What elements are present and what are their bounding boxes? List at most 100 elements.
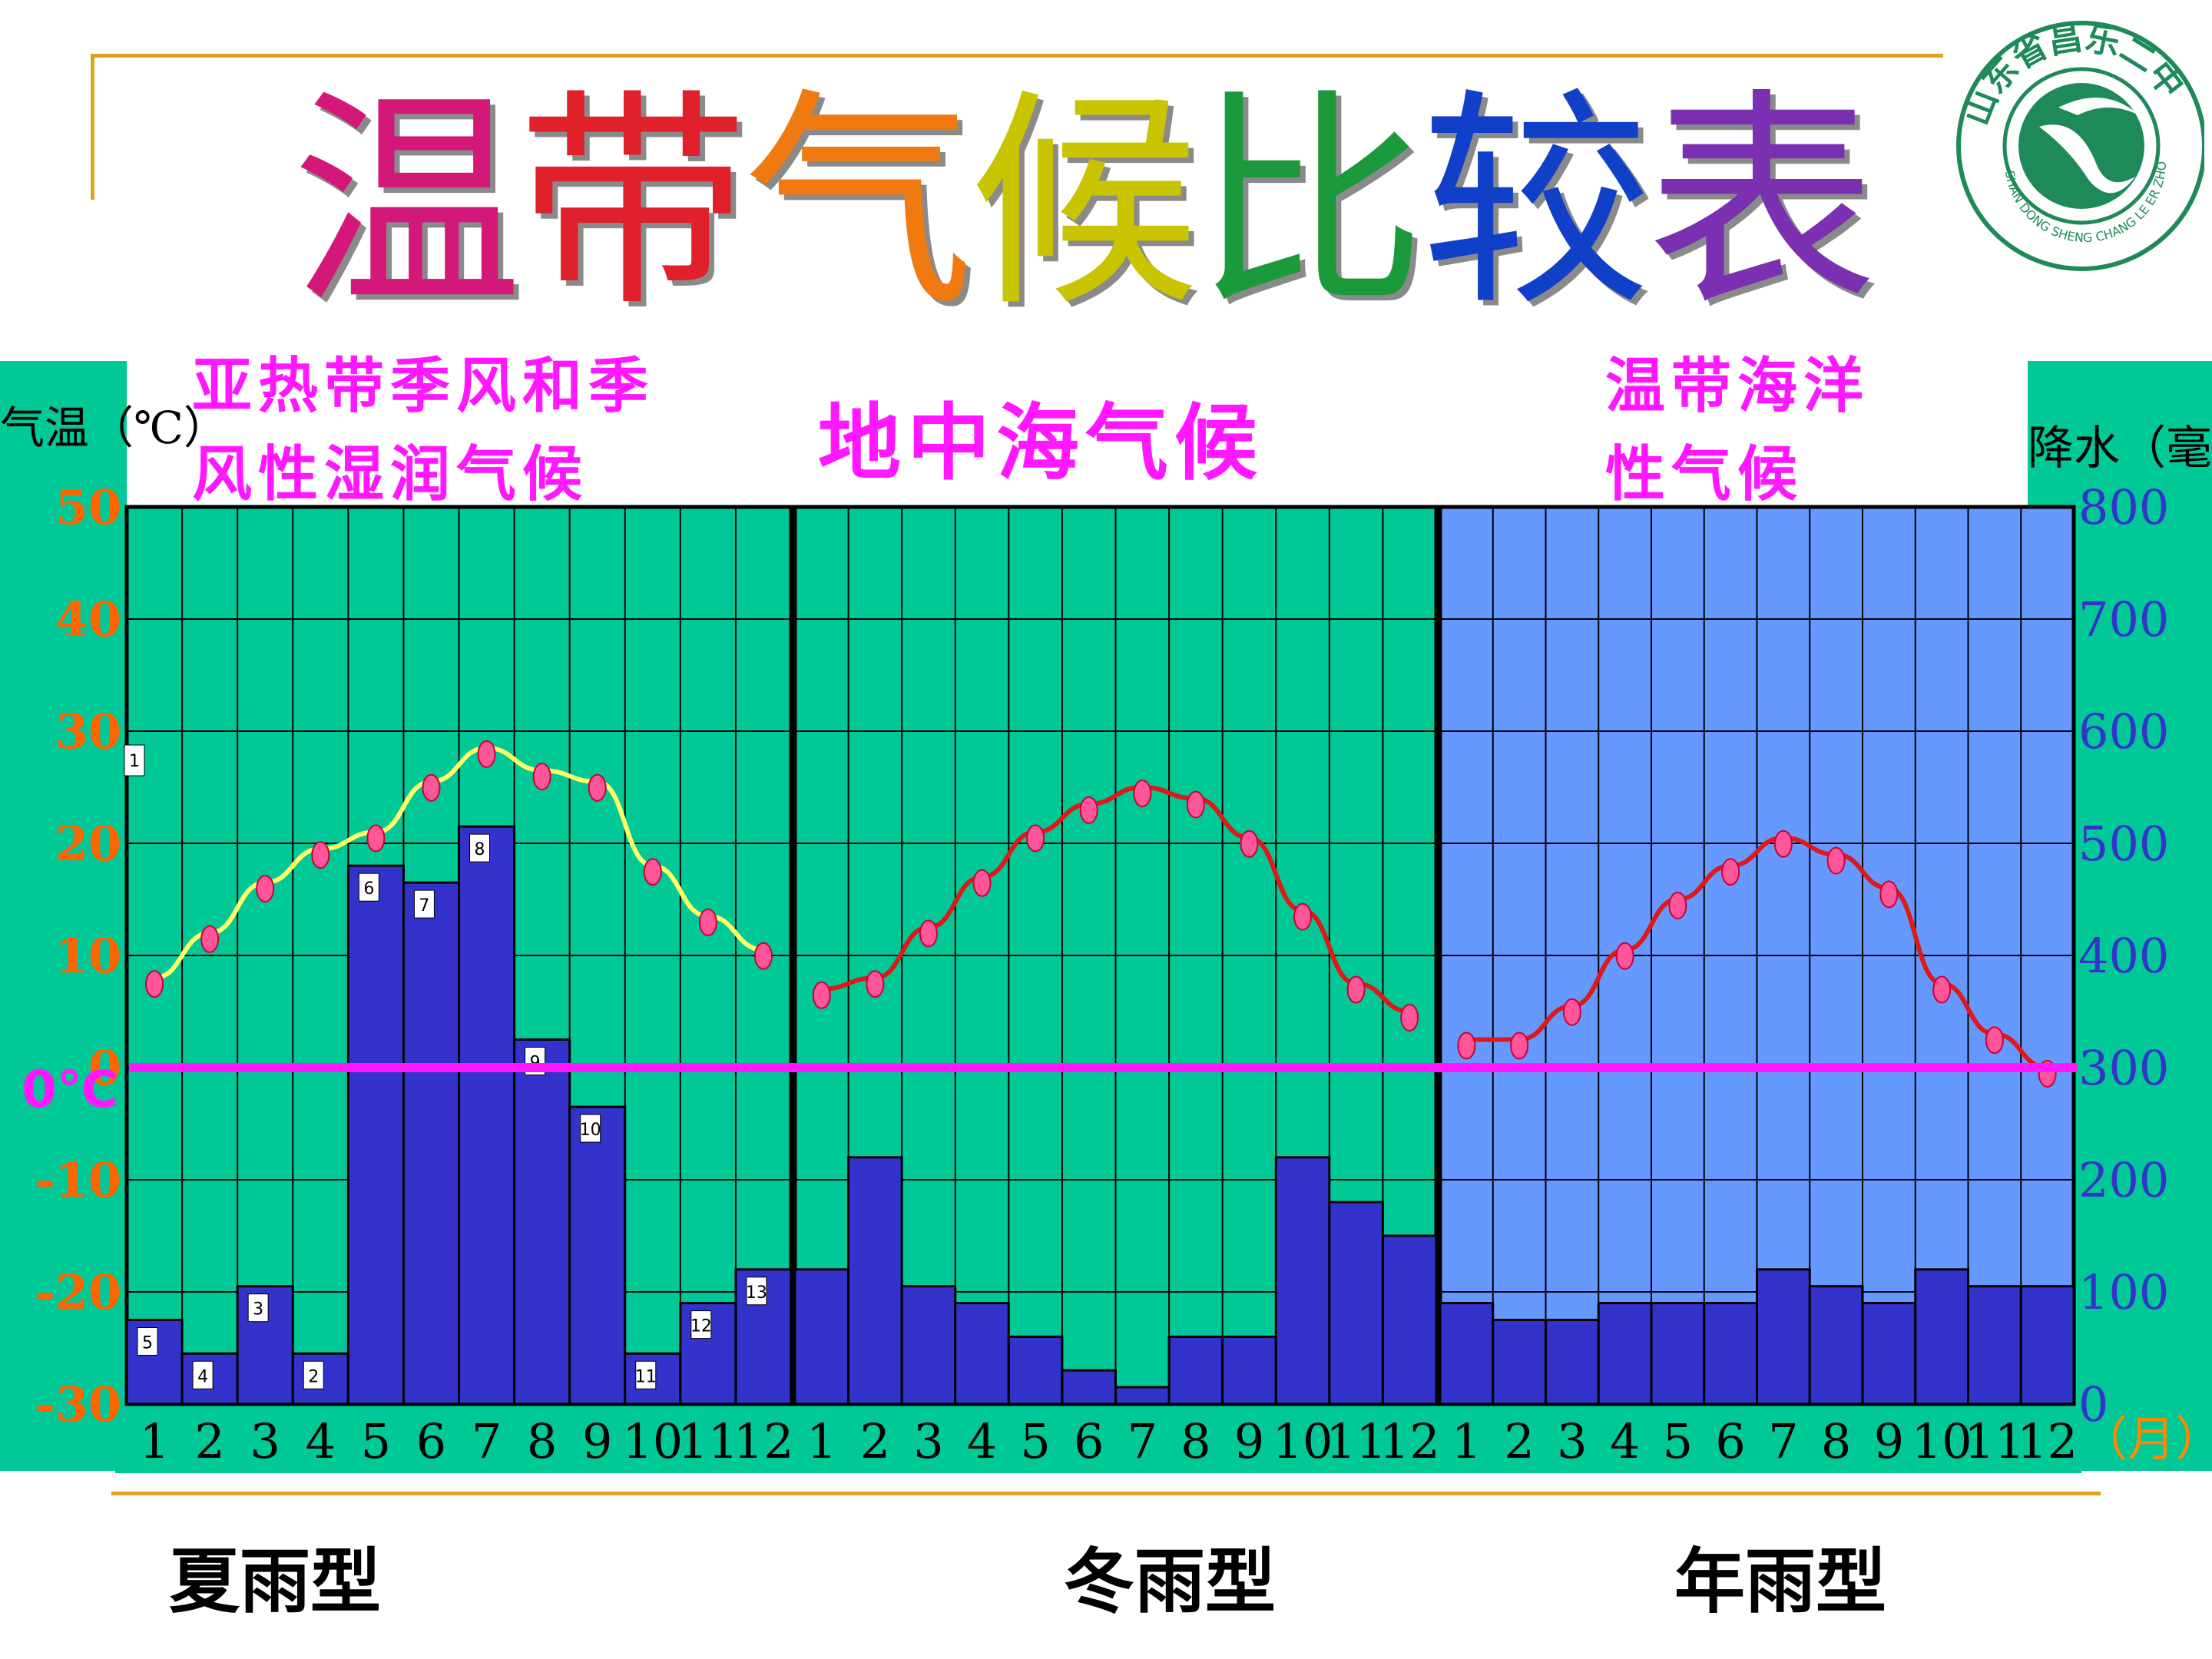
temperature-point <box>1293 902 1313 931</box>
bar-marker <box>247 1293 269 1323</box>
right-tick-label: 200 <box>2078 1152 2169 1208</box>
precip-bar <box>1914 1268 1969 1406</box>
bar-marker <box>690 1310 712 1339</box>
left-tick-label: -20 <box>35 1264 121 1320</box>
panel2-caption: 冬雨型 <box>1064 1541 1277 1623</box>
precip-bar <box>402 881 461 1406</box>
temperature-point <box>866 970 885 998</box>
month-tick-label: 10 <box>1912 1413 1972 1469</box>
panel3-title-line1: 温带海洋 <box>1605 351 1870 421</box>
school-logo: 山东省昌乐二中 SHAN DONG SHENG CHANG LE ER ZHON… <box>1939 0 2207 284</box>
left-tick-label: 0 <box>88 1040 121 1096</box>
right-tick-label: 800 <box>2078 479 2169 535</box>
bar-marker-label: 6 <box>363 879 374 899</box>
bar-marker-label: 13 <box>746 1283 767 1303</box>
point-marker <box>124 744 145 777</box>
left-tick-label: 40 <box>55 591 121 647</box>
precip-bar <box>1381 1234 1438 1406</box>
bar-marker <box>580 1114 601 1143</box>
bar-marker-label: 8 <box>475 840 485 859</box>
panel1-caption: 夏雨型 <box>169 1541 382 1623</box>
month-tick-label: 6 <box>1715 1413 1745 1469</box>
temperature-point <box>1400 1004 1419 1031</box>
month-tick-label: 10 <box>622 1413 683 1469</box>
month-unit-label: （月） <box>2080 1411 2212 1467</box>
temperature-point <box>1079 796 1098 824</box>
precip-bar <box>1492 1319 1547 1406</box>
month-tick-label: 8 <box>1181 1413 1210 1469</box>
month-tick-label: 8 <box>1821 1413 1851 1469</box>
month-tick-label: 11 <box>677 1413 738 1469</box>
title-char: 较 <box>1421 69 1651 337</box>
month-tick-label: 4 <box>306 1413 336 1469</box>
month-tick-label: 4 <box>967 1413 997 1469</box>
right-axis-label: 降水（毫米） <box>2028 422 2212 475</box>
title-char: 表 <box>1647 69 1877 337</box>
month-tick-label: 5 <box>1663 1413 1693 1469</box>
logo-emblem-icon <box>2039 124 2135 194</box>
precip-bar <box>513 1038 571 1406</box>
month-tick-label: 3 <box>1557 1413 1587 1469</box>
point-marker-label: 1 <box>129 752 140 771</box>
precip-bar <box>1061 1369 1117 1406</box>
month-axis-band <box>115 1404 2081 1473</box>
temperature-point <box>1932 975 1952 1004</box>
left-axis-label: 气温（℃） <box>0 402 228 454</box>
bar-marker <box>303 1360 324 1389</box>
month-tick-label: 3 <box>913 1413 943 1469</box>
left-tick-label: 20 <box>55 816 121 872</box>
month-tick-label: 11 <box>1964 1413 2025 1469</box>
month-tick-label: 10 <box>1273 1413 1333 1469</box>
temperature-point <box>1562 998 1581 1026</box>
temperature-point <box>311 841 330 869</box>
month-tick-label: 9 <box>1234 1413 1264 1469</box>
precip-bar <box>1274 1156 1331 1406</box>
bar-marker <box>192 1360 214 1389</box>
precip-bar <box>1861 1302 1917 1406</box>
left-rule <box>91 54 94 200</box>
bar-marker-label: 7 <box>419 896 429 916</box>
temperature-point <box>1668 892 1687 919</box>
precip-bar <box>1114 1386 1171 1406</box>
zero-degree-label: 0℃ <box>22 1060 118 1119</box>
precip-bar <box>1221 1335 1277 1406</box>
precip-bar <box>1007 1335 1064 1406</box>
temperature-point <box>1879 880 1899 909</box>
right-tick-label: 300 <box>2078 1040 2169 1096</box>
temperature-point <box>477 740 496 768</box>
temperature-point <box>1985 1026 2004 1055</box>
title-char: 比 <box>1195 69 1426 337</box>
month-tick-label: 5 <box>1020 1413 1050 1469</box>
temperature-point <box>1133 780 1152 807</box>
temperature-point <box>588 773 607 802</box>
left-axis-band <box>0 361 127 1471</box>
bar-marker-label: 11 <box>635 1367 657 1386</box>
bar-marker-label: 10 <box>580 1121 601 1140</box>
right-tick-label: 0 <box>2078 1376 2108 1432</box>
precip-bar <box>2019 1285 2075 1406</box>
month-tick-label: 12 <box>733 1413 794 1469</box>
month-tick-label: 6 <box>416 1413 446 1469</box>
bar-marker-label: 2 <box>308 1367 319 1386</box>
temperature-point <box>698 908 717 936</box>
temperature-point <box>972 869 992 897</box>
page-title: 温带气候比较表 <box>292 69 1877 337</box>
title-char: 气 <box>743 69 974 337</box>
precip-bar <box>847 1156 903 1406</box>
bar-marker-label: 12 <box>690 1317 712 1336</box>
month-tick-label: 1 <box>139 1413 169 1469</box>
month-tick-label: 9 <box>1874 1413 1904 1469</box>
right-tick-label: 100 <box>2078 1264 2169 1320</box>
right-tick-label: 500 <box>2078 816 2169 872</box>
bar-marker <box>635 1360 657 1389</box>
left-tick-label: 10 <box>55 928 121 984</box>
month-tick-label: 12 <box>2017 1413 2078 1469</box>
month-tick-label: 9 <box>582 1413 612 1469</box>
precip-bar <box>1808 1285 1864 1406</box>
precip-bar <box>458 825 516 1406</box>
temperature-point <box>919 919 938 948</box>
temperature-point <box>1721 858 1740 886</box>
precip-bar <box>1597 1302 1653 1406</box>
temperature-point <box>1457 1031 1476 1060</box>
precip-bar <box>793 1268 850 1406</box>
